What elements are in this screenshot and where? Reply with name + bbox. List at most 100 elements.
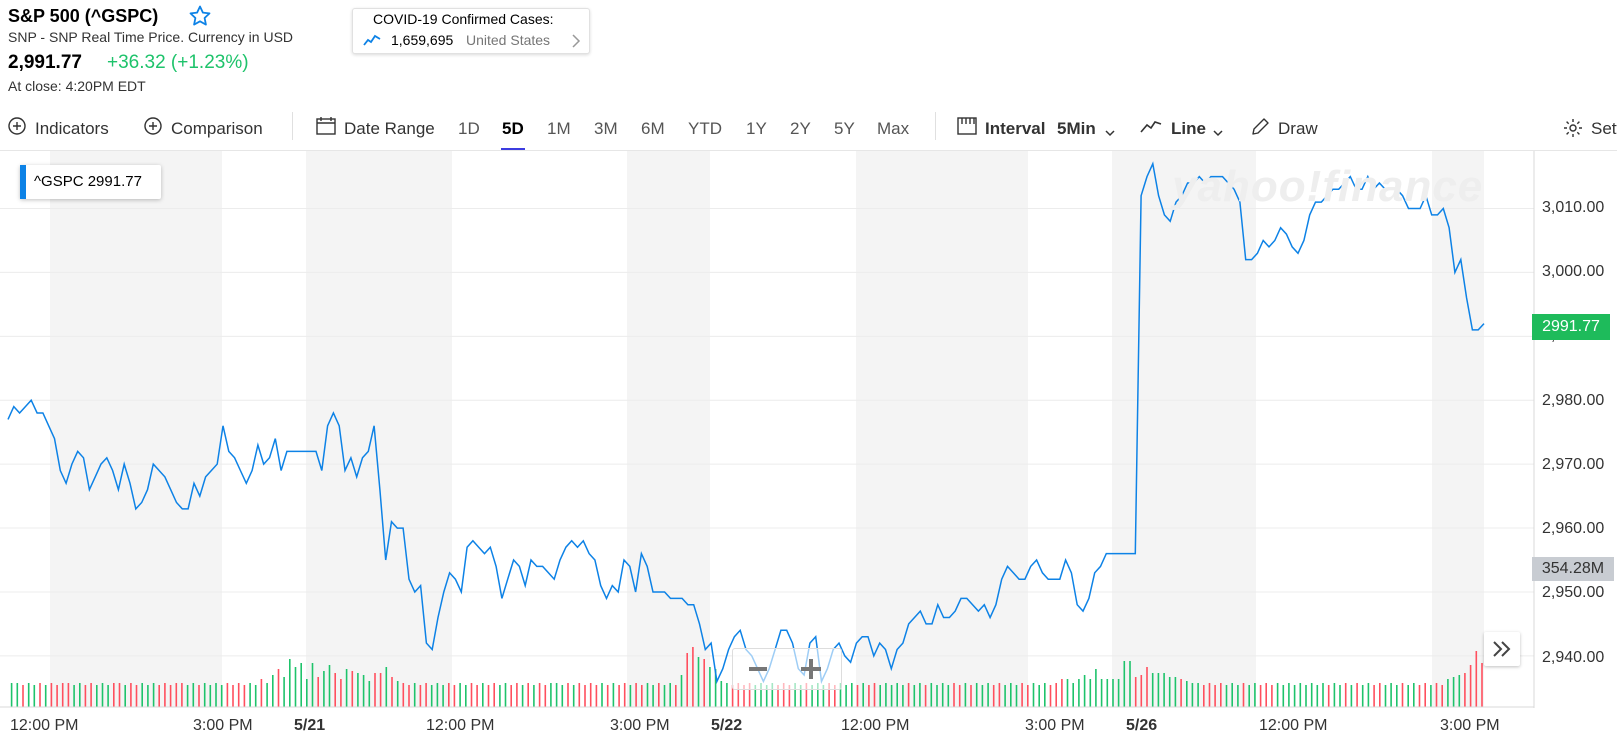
covid-card[interactable]: COVID-19 Confirmed Cases: 1,659,695 Unit…: [352, 8, 590, 54]
volume-bar: [1413, 683, 1415, 707]
volume-bar: [10, 683, 13, 707]
volume-flag: 354.28M: [1532, 557, 1614, 581]
x-tick-label: 12:00 PM: [426, 717, 495, 734]
indicators-button[interactable]: Indicators: [35, 119, 109, 138]
toolbar-divider: [935, 112, 936, 140]
volume-bar: [709, 667, 711, 707]
volume-bar: [1191, 683, 1194, 707]
interval-icon: [957, 117, 977, 135]
comparison-button[interactable]: Comparison: [171, 119, 263, 138]
volume-bar: [1379, 683, 1381, 707]
range-6m[interactable]: 6M: [641, 119, 665, 138]
range-1m[interactable]: 1M: [547, 119, 571, 138]
interval-value[interactable]: 5Min: [1057, 119, 1096, 138]
star-icon[interactable]: [188, 4, 212, 28]
volume-bar: [1333, 683, 1336, 707]
volume-bar: [465, 685, 467, 707]
session-shade: [1112, 151, 1256, 707]
volume-bar: [1344, 683, 1347, 707]
volume-bar: [1254, 683, 1256, 707]
draw-button[interactable]: Draw: [1278, 119, 1318, 138]
volume-bar: [1293, 685, 1296, 707]
series-legend[interactable]: ^GSPC 2991.77: [20, 165, 161, 199]
range-3m[interactable]: 3M: [594, 119, 618, 138]
volume-bar: [822, 685, 825, 707]
volume-bar: [1327, 685, 1330, 707]
price-line: [7, 161, 1485, 685]
range-2y[interactable]: 2Y: [790, 119, 811, 138]
volume-bar: [39, 683, 41, 707]
volume-bar: [589, 683, 592, 707]
volume-bar: [27, 683, 30, 707]
volume-bar: [1361, 685, 1364, 707]
volume-bar: [510, 685, 512, 707]
zoom-out-button[interactable]: [747, 659, 769, 679]
add-comparison-icon: [144, 117, 162, 135]
volume-bar: [720, 681, 723, 707]
volume-bar: [391, 677, 393, 707]
volume-bar: [754, 685, 757, 707]
current-price: 2,991.77: [8, 52, 82, 73]
y-tick-label: 2,980.00: [1542, 392, 1605, 409]
volume-bar: [635, 683, 637, 707]
range-ytd[interactable]: YTD: [688, 119, 722, 138]
add-indicator-icon: [8, 117, 26, 135]
y-tick-label: 2,950.00: [1542, 584, 1605, 601]
volume-bar: [152, 683, 155, 707]
range-max[interactable]: Max: [877, 119, 910, 138]
x-tick-label: 3:00 PM: [610, 717, 670, 734]
volume-bar: [340, 679, 342, 707]
range-1d[interactable]: 1D: [458, 119, 480, 138]
range-1y[interactable]: 1Y: [746, 119, 767, 138]
range-5d[interactable]: 5D: [502, 119, 524, 138]
volume-bar: [1350, 685, 1353, 707]
volume-bar: [777, 685, 779, 707]
chevron-down-icon: [1105, 124, 1115, 137]
volume-bar: [516, 683, 518, 707]
volume-bar: [1061, 679, 1063, 707]
volume-bar: [987, 683, 989, 707]
volume-bar: [408, 685, 410, 707]
volume-bar: [885, 683, 887, 707]
line-chart-icon: [1140, 118, 1162, 134]
volume-bar: [306, 679, 308, 707]
price-chart[interactable]: [0, 151, 1617, 735]
volume-bar: [1055, 683, 1057, 707]
volume-bar: [953, 683, 955, 707]
volume-bar: [283, 677, 285, 707]
scroll-to-latest-button[interactable]: [1484, 632, 1520, 666]
volume-bar: [834, 685, 836, 707]
date-range-button[interactable]: Date Range: [344, 119, 435, 138]
volume-bar: [1299, 683, 1302, 707]
volume-bar: [1271, 685, 1273, 707]
volume-bar: [459, 683, 461, 707]
volume-bar: [50, 683, 53, 707]
range-5y[interactable]: 5Y: [834, 119, 855, 138]
volume-bar: [1305, 685, 1307, 707]
volume-bar: [1095, 669, 1097, 707]
volume-bar: [1458, 675, 1461, 707]
volume-bar: [680, 675, 683, 707]
volume-bar: [1112, 679, 1114, 707]
pencil-icon: [1250, 117, 1270, 137]
volume-bar: [1100, 679, 1103, 707]
volume-bar: [998, 683, 1001, 707]
x-tick-label: 12:00 PM: [841, 717, 910, 734]
volume-bar: [357, 673, 359, 707]
volume-bar: [1469, 665, 1472, 707]
volume-bar: [845, 685, 847, 707]
volume-bar: [703, 659, 705, 707]
covid-count: 1,659,695: [391, 32, 454, 48]
volume-bar: [294, 667, 297, 707]
volume-bar: [169, 685, 172, 707]
volume-bar: [896, 683, 898, 707]
volume-bar: [158, 685, 160, 707]
volume-bar: [413, 683, 416, 707]
settings-button[interactable]: Settings: [1591, 119, 1617, 138]
price-change: +36.32 (+1.23%): [107, 52, 249, 73]
chart-type-button[interactable]: Line: [1171, 119, 1206, 138]
volume-bar: [396, 681, 399, 707]
zoom-in-button[interactable]: [799, 657, 823, 681]
volume-bar: [1106, 679, 1109, 707]
interval-label[interactable]: Interval: [985, 119, 1046, 138]
